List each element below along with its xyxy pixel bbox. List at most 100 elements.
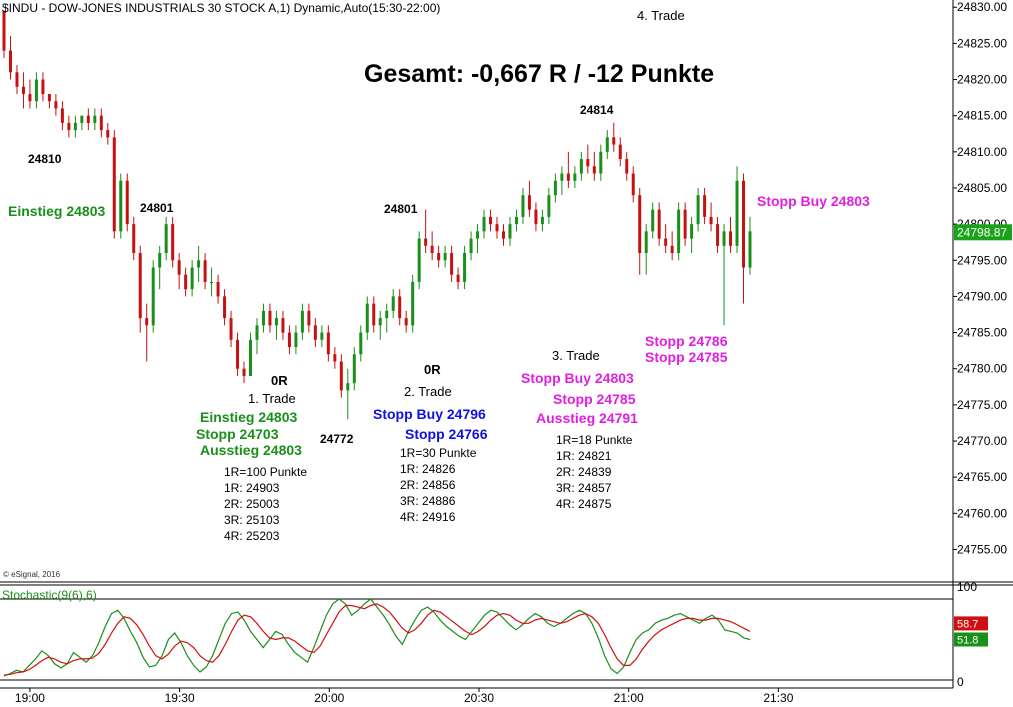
candle <box>320 325 324 348</box>
candle <box>456 267 460 290</box>
candle-body <box>352 354 356 384</box>
candle <box>326 325 330 362</box>
candle-body <box>41 79 45 94</box>
candle <box>612 122 616 152</box>
candle <box>177 253 181 290</box>
candle-body <box>229 318 233 340</box>
candle-body <box>268 310 272 326</box>
candle <box>339 354 343 398</box>
candle <box>249 332 253 376</box>
candle-body <box>404 318 408 326</box>
candle <box>164 216 168 261</box>
stoch-d-line <box>3 603 751 676</box>
candle-body <box>560 173 564 181</box>
candle <box>514 209 518 232</box>
candle <box>521 187 525 225</box>
candle-body <box>138 253 142 319</box>
candle-body <box>385 310 389 319</box>
candle-body <box>547 195 551 217</box>
candle-body <box>696 195 700 225</box>
candle-body <box>86 115 90 123</box>
candle <box>60 101 64 131</box>
trade-2-target-1r: 1R: 24826 <box>400 462 456 476</box>
candle-body <box>203 260 207 282</box>
candle-body <box>365 303 369 333</box>
candle-body <box>411 281 415 326</box>
candle-body <box>125 180 129 225</box>
candle <box>657 202 661 246</box>
candle <box>417 231 421 290</box>
candle-body <box>631 173 635 196</box>
trade-3-stopp: Stopp 24785 <box>553 391 636 407</box>
trade-4-stopp-buy: Stopp Buy 24803 <box>757 193 870 209</box>
candle <box>236 332 240 376</box>
candle <box>482 209 486 239</box>
candle <box>47 93 51 109</box>
trade-3-label: 3. Trade <box>552 348 600 363</box>
candle-body <box>320 332 324 340</box>
time-tick-label: 21:30 <box>763 691 793 705</box>
candle <box>703 187 707 225</box>
candle <box>722 224 726 326</box>
trade-3-target-1r: 1R: 24821 <box>556 449 612 463</box>
trade-2-target-4r: 4R: 24916 <box>400 510 456 524</box>
candle <box>41 72 45 102</box>
candle <box>8 36 12 80</box>
candles-layer <box>2 10 752 420</box>
candle <box>677 202 681 261</box>
candle-body <box>8 50 12 73</box>
candle <box>586 144 590 174</box>
candle-body <box>677 209 681 254</box>
candle <box>307 303 311 333</box>
candle-body <box>424 238 428 246</box>
trade-2-targets: 1R=30 Punkte 1R: 24826 2R: 24856 3R: 248… <box>400 445 476 525</box>
stoch-tick-0: 0 <box>957 675 964 689</box>
candle <box>592 151 596 181</box>
candle-body <box>274 318 278 326</box>
candle <box>99 108 103 138</box>
trade-3-target-3r: 3R: 24857 <box>556 481 612 495</box>
candle <box>599 144 603 181</box>
candle <box>385 303 389 333</box>
candle-body <box>28 93 32 102</box>
chart-frame <box>0 0 1013 689</box>
candle <box>391 289 395 319</box>
candle-body <box>333 354 337 362</box>
candle-body <box>735 180 739 246</box>
candle <box>34 72 38 109</box>
candle <box>625 151 629 181</box>
trade-3-targets: 1R=18 Punkte 1R: 24821 2R: 24839 3R: 248… <box>556 432 632 512</box>
candle-body <box>476 231 480 239</box>
summary-title: Gesamt: -0,667 R / -12 Punkte <box>364 60 715 88</box>
candle-body <box>15 72 19 87</box>
candle <box>560 166 564 196</box>
trade-1-label: 1. Trade <box>248 391 296 406</box>
trade-2-r-size: 1R=30 Punkte <box>400 446 477 460</box>
candle <box>696 187 700 232</box>
trade-1-einstieg: Einstieg 24803 <box>200 409 298 425</box>
candle <box>268 303 272 333</box>
price-tick-label: 24815.00 <box>957 109 1007 123</box>
candle-body <box>469 238 473 254</box>
candle <box>125 173 129 232</box>
candle <box>651 202 655 239</box>
candle <box>190 260 194 297</box>
price-tick-label: 24775.00 <box>957 398 1007 412</box>
candle-body <box>463 253 467 282</box>
candle-body <box>592 166 596 174</box>
candle-body <box>326 332 330 355</box>
candle <box>618 137 622 167</box>
stoch-red-flag <box>954 616 988 631</box>
candle <box>553 173 557 203</box>
candle <box>67 115 71 138</box>
candle <box>184 267 188 297</box>
stoch-green-value: 51.8 <box>957 635 978 647</box>
price-tick-label: 24805.00 <box>957 181 1007 195</box>
stoch-green-flag <box>954 632 988 647</box>
candle-body <box>599 151 603 174</box>
candle-body <box>359 332 363 355</box>
time-tick-label: 21:00 <box>614 691 644 705</box>
candle <box>631 166 635 203</box>
